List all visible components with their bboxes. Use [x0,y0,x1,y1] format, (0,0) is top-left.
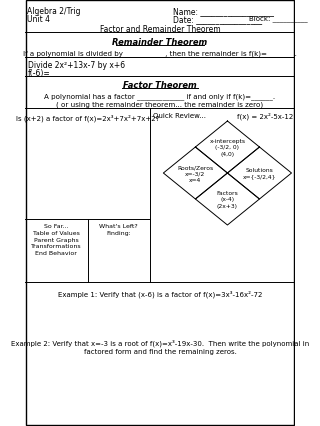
Text: A polynomial has a factor _____________ if and only if f(k)=______.: A polynomial has a factor _____________ … [44,93,276,100]
Text: Block: __________: Block: __________ [249,15,307,22]
Text: Factor and Remainder Theorem: Factor and Remainder Theorem [100,25,220,34]
Text: What's Left?
Finding:: What's Left? Finding: [99,224,138,235]
Text: ( or using the remainder theorem... the remainder is zero): ( or using the remainder theorem... the … [56,101,264,107]
Text: Algebra 2/Trig: Algebra 2/Trig [27,7,80,16]
Text: Factors
(x-4)
(2x+3): Factors (x-4) (2x+3) [217,191,238,208]
Text: f(x) = 2x²-5x-12: f(x) = 2x²-5x-12 [237,113,293,120]
Text: Divide 2x²+13x-7 by x+6: Divide 2x²+13x-7 by x+6 [28,61,125,70]
Text: So Far...
Table of Values
Parent Graphs
Transformations
End Behavior: So Far... Table of Values Parent Graphs … [31,224,82,256]
Text: x-intercepts
(-3/2, 0)
(4,0): x-intercepts (-3/2, 0) (4,0) [209,139,245,156]
Text: Is (x+2) a factor of f(x)=2x³+7x²+7x+2?: Is (x+2) a factor of f(x)=2x³+7x²+7x+2? [16,114,159,121]
Text: Example 2: Verify that x=-3 is a root of f(x)=x³-19x-30.  Then write the polynom: Example 2: Verify that x=-3 is a root of… [11,339,309,355]
Text: Date: _________________: Date: _________________ [173,15,262,24]
Text: Example 1: Verify that (x-6) is a factor of f(x)=3x³-16x²-72: Example 1: Verify that (x-6) is a factor… [58,289,262,297]
Text: Unit 4: Unit 4 [27,15,50,24]
Text: Name: ___________________: Name: ___________________ [173,7,274,16]
Text: Solutions
x={-3/2,4}: Solutions x={-3/2,4} [243,168,276,179]
Text: Remainder Theorem: Remainder Theorem [112,38,208,47]
Text: f(-6)=: f(-6)= [28,69,51,78]
Text: Roots/Zeros
x=-3/2
x=4: Roots/Zeros x=-3/2 x=4 [177,165,213,182]
Text: If a polynomial is divided by ___________, then the remainder is f(k)= _______.: If a polynomial is divided by __________… [23,50,297,57]
Text: Quick Review...: Quick Review... [153,113,206,119]
Text: Factor Theorem: Factor Theorem [123,81,197,90]
